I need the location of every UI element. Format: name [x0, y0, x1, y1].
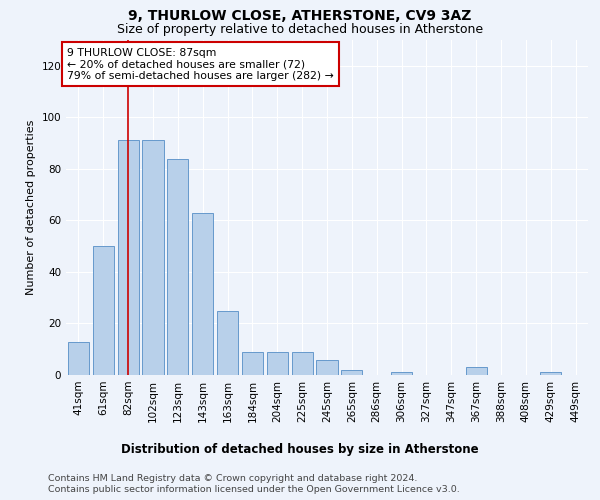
Text: Contains public sector information licensed under the Open Government Licence v3: Contains public sector information licen…: [48, 485, 460, 494]
Bar: [192, 212, 213, 375]
Text: Contains HM Land Registry data © Crown copyright and database right 2024.: Contains HM Land Registry data © Crown c…: [48, 474, 418, 483]
Text: 9 THURLOW CLOSE: 87sqm
← 20% of detached houses are smaller (72)
79% of semi-det: 9 THURLOW CLOSE: 87sqm ← 20% of detached…: [67, 48, 334, 81]
Text: 9, THURLOW CLOSE, ATHERSTONE, CV9 3AZ: 9, THURLOW CLOSE, ATHERSTONE, CV9 3AZ: [128, 9, 472, 23]
Y-axis label: Number of detached properties: Number of detached properties: [26, 120, 36, 295]
Bar: [292, 352, 313, 375]
Bar: [118, 140, 139, 375]
Bar: [217, 310, 238, 375]
Text: Distribution of detached houses by size in Atherstone: Distribution of detached houses by size …: [121, 442, 479, 456]
Bar: [167, 158, 188, 375]
Bar: [341, 370, 362, 375]
Bar: [142, 140, 164, 375]
Bar: [540, 372, 561, 375]
Bar: [466, 368, 487, 375]
Bar: [267, 352, 288, 375]
Bar: [242, 352, 263, 375]
Bar: [68, 342, 89, 375]
Bar: [316, 360, 338, 375]
Text: Size of property relative to detached houses in Atherstone: Size of property relative to detached ho…: [117, 22, 483, 36]
Bar: [391, 372, 412, 375]
Bar: [93, 246, 114, 375]
